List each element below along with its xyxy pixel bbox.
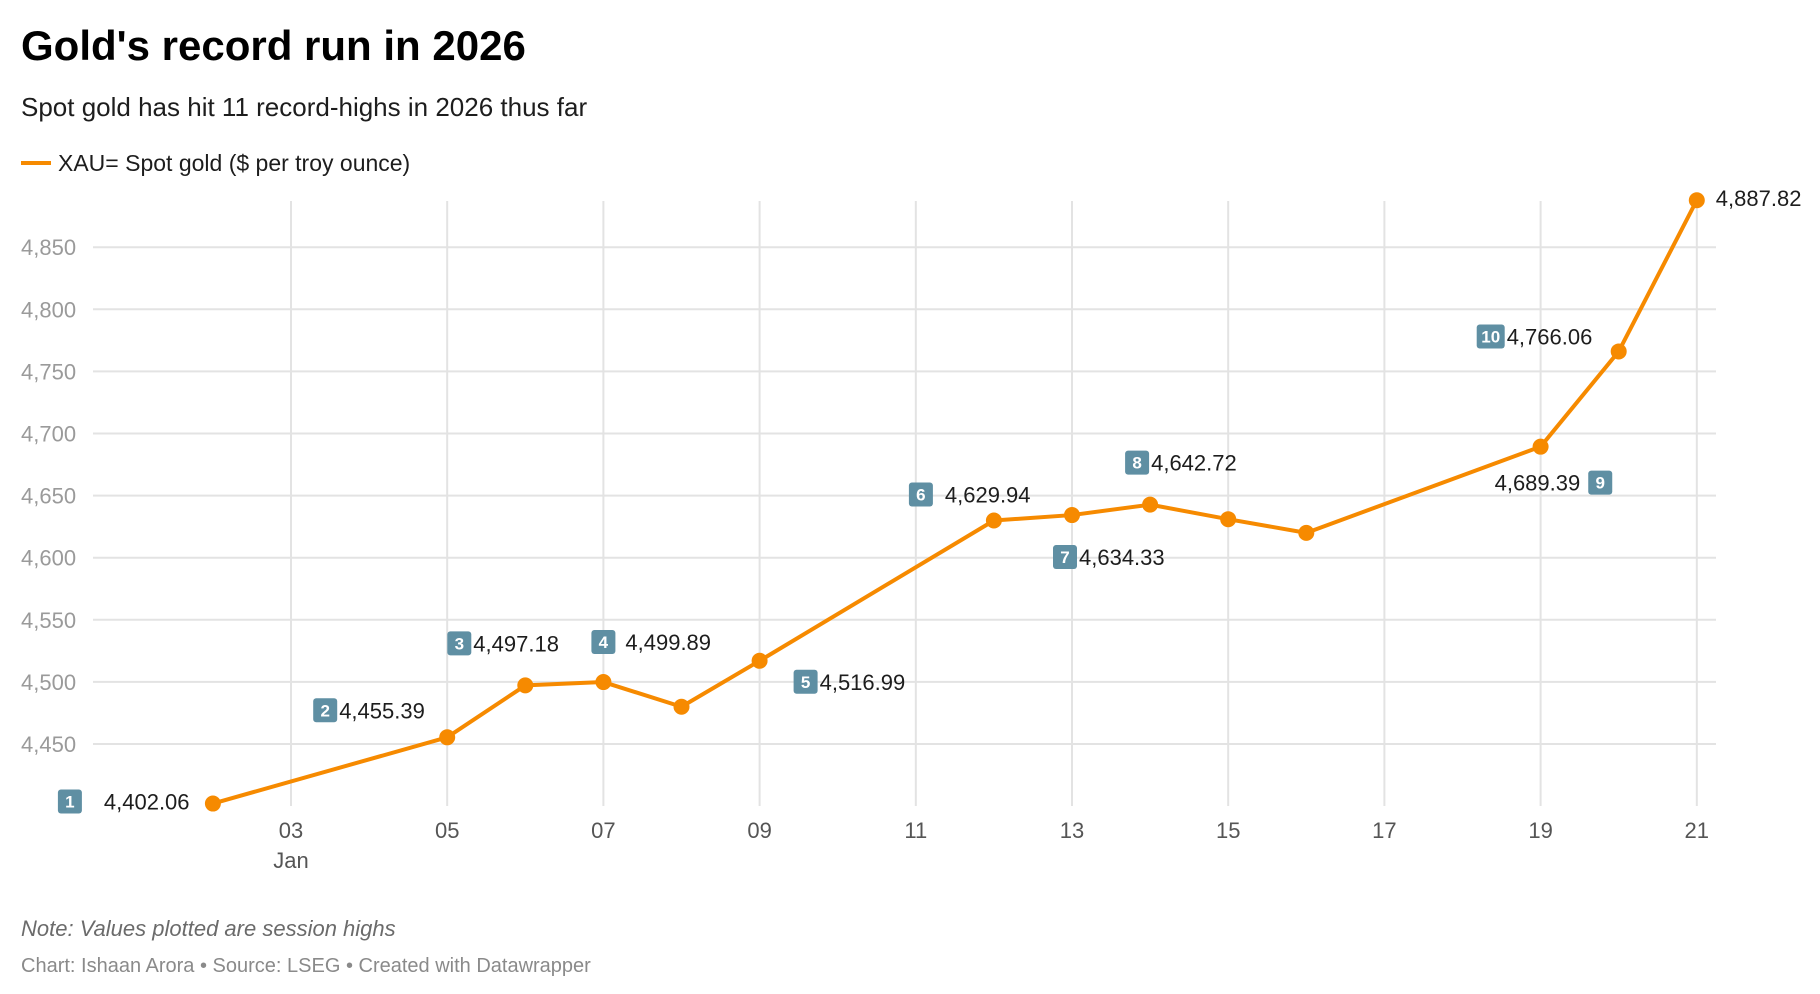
x-tick-label: 15 bbox=[1216, 818, 1240, 843]
data-label-value: 4,497.18 bbox=[473, 631, 559, 656]
y-tick-label: 4,500 bbox=[21, 670, 76, 695]
x-axis: 03 05 07 09 11 13 15 17 19 21 Jan bbox=[273, 818, 1709, 873]
record-number-badge-icon bbox=[908, 482, 933, 507]
data-label-value: 4,455.39 bbox=[339, 698, 425, 723]
x-tick-label: 17 bbox=[1372, 818, 1396, 843]
data-point bbox=[1688, 192, 1705, 209]
data-point bbox=[1610, 343, 1627, 360]
data-label-value: 4,629.94 bbox=[945, 483, 1031, 508]
record-number: 2 bbox=[320, 701, 329, 720]
data-point bbox=[517, 677, 534, 694]
data-point bbox=[1532, 438, 1549, 455]
x-tick-label: 07 bbox=[591, 818, 615, 843]
record-number: 9 bbox=[1596, 474, 1605, 493]
x-tick-month-label: Jan bbox=[273, 848, 308, 873]
chart-title: Gold's record run in 2026 bbox=[21, 22, 526, 69]
y-axis: 4,450 4,500 4,550 4,600 4,650 4,700 4,750 4,800… bbox=[21, 235, 76, 757]
data-label: 4,689.39 9 bbox=[1495, 470, 1613, 496]
chart-subtitle: Spot gold has hit 11 record-highs in 202… bbox=[21, 92, 587, 122]
data-label: 3 4,497.18 bbox=[447, 631, 559, 656]
data-label-value: 4,634.33 bbox=[1079, 545, 1165, 570]
record-number: 10 bbox=[1481, 327, 1500, 346]
record-number-badge-icon bbox=[57, 789, 82, 814]
data-label-value: 4,887.82 bbox=[1716, 186, 1802, 211]
data-point bbox=[985, 512, 1002, 529]
y-tick-label: 4,850 bbox=[21, 235, 76, 260]
data-labels: 1 4,402.06 2 4,455.39 3 4,497.18 4 4,499.89 5 4,5… bbox=[57, 186, 1802, 815]
data-label-value: 4,516.99 bbox=[820, 670, 906, 695]
y-tick-label: 4,750 bbox=[21, 359, 76, 384]
chart-note: Note: Values plotted are session highs bbox=[21, 916, 396, 941]
data-label-value: 4,499.89 bbox=[625, 630, 711, 655]
data-point bbox=[204, 795, 221, 812]
chart-credit: Chart: Ishaan Arora • Source: LSEG • Cre… bbox=[21, 955, 591, 977]
data-label: 10 4,766.06 bbox=[1476, 324, 1593, 349]
data-point bbox=[673, 698, 690, 715]
y-tick-label: 4,550 bbox=[21, 608, 76, 633]
x-tick-label: 03 bbox=[279, 818, 303, 843]
data-label: 6 4,629.94 bbox=[908, 482, 1031, 508]
record-number-badge-icon bbox=[1476, 324, 1505, 349]
record-number: 7 bbox=[1060, 548, 1069, 567]
x-tick-label: 05 bbox=[435, 818, 459, 843]
record-number: 5 bbox=[801, 673, 810, 692]
x-tick-label: 19 bbox=[1528, 818, 1552, 843]
record-number: 4 bbox=[599, 633, 609, 652]
data-label-value: 4,689.39 bbox=[1495, 471, 1581, 496]
legend: XAU= Spot gold ($ per troy ounce) bbox=[21, 150, 410, 176]
data-point bbox=[1064, 507, 1080, 524]
data-label: 1 4,402.06 bbox=[57, 789, 190, 815]
data-label-value: 4,642.72 bbox=[1151, 451, 1237, 476]
series-spot-gold bbox=[204, 192, 1705, 812]
data-label: 4 4,499.89 bbox=[591, 630, 711, 655]
data-label-value: 4,766.06 bbox=[1507, 324, 1593, 349]
data-point bbox=[439, 729, 456, 746]
data-label: 8 4,642.72 bbox=[1125, 450, 1237, 476]
data-label: 2 4,455.39 bbox=[313, 698, 425, 723]
y-tick-label: 4,450 bbox=[21, 732, 76, 757]
record-number-badge-icon bbox=[793, 669, 818, 694]
record-number: 6 bbox=[916, 486, 925, 505]
y-tick-label: 4,600 bbox=[21, 546, 76, 571]
x-tick-label: 21 bbox=[1685, 818, 1709, 843]
x-tick-label: 11 bbox=[904, 818, 927, 843]
data-label-value: 4,402.06 bbox=[104, 790, 190, 815]
record-number-badge-icon bbox=[313, 698, 338, 723]
legend-label: XAU= Spot gold ($ per troy ounce) bbox=[58, 150, 410, 176]
data-point bbox=[595, 674, 612, 691]
data-label: 4,887.82 bbox=[1716, 186, 1802, 211]
data-point bbox=[1298, 524, 1315, 541]
record-number: 1 bbox=[65, 793, 74, 812]
data-point bbox=[751, 652, 768, 669]
series-line bbox=[212, 199, 1699, 806]
record-number: 8 bbox=[1132, 454, 1141, 473]
y-tick-label: 4,800 bbox=[21, 297, 76, 322]
record-number-badge-icon bbox=[1125, 450, 1150, 475]
record-number-badge-icon bbox=[1588, 470, 1613, 495]
x-tick-label: 09 bbox=[747, 818, 771, 843]
record-number: 3 bbox=[455, 634, 464, 653]
data-point bbox=[1220, 511, 1237, 528]
record-number-badge-icon bbox=[1053, 545, 1077, 570]
data-label: 7 4,634.33 bbox=[1053, 545, 1165, 570]
data-point bbox=[1142, 496, 1159, 513]
record-number-badge-icon bbox=[447, 631, 472, 656]
y-tick-label: 4,650 bbox=[21, 484, 76, 509]
data-label: 5 4,516.99 bbox=[793, 669, 906, 695]
y-tick-label: 4,700 bbox=[21, 422, 76, 447]
x-tick-label: 13 bbox=[1060, 818, 1084, 843]
record-number-badge-icon bbox=[591, 630, 616, 655]
